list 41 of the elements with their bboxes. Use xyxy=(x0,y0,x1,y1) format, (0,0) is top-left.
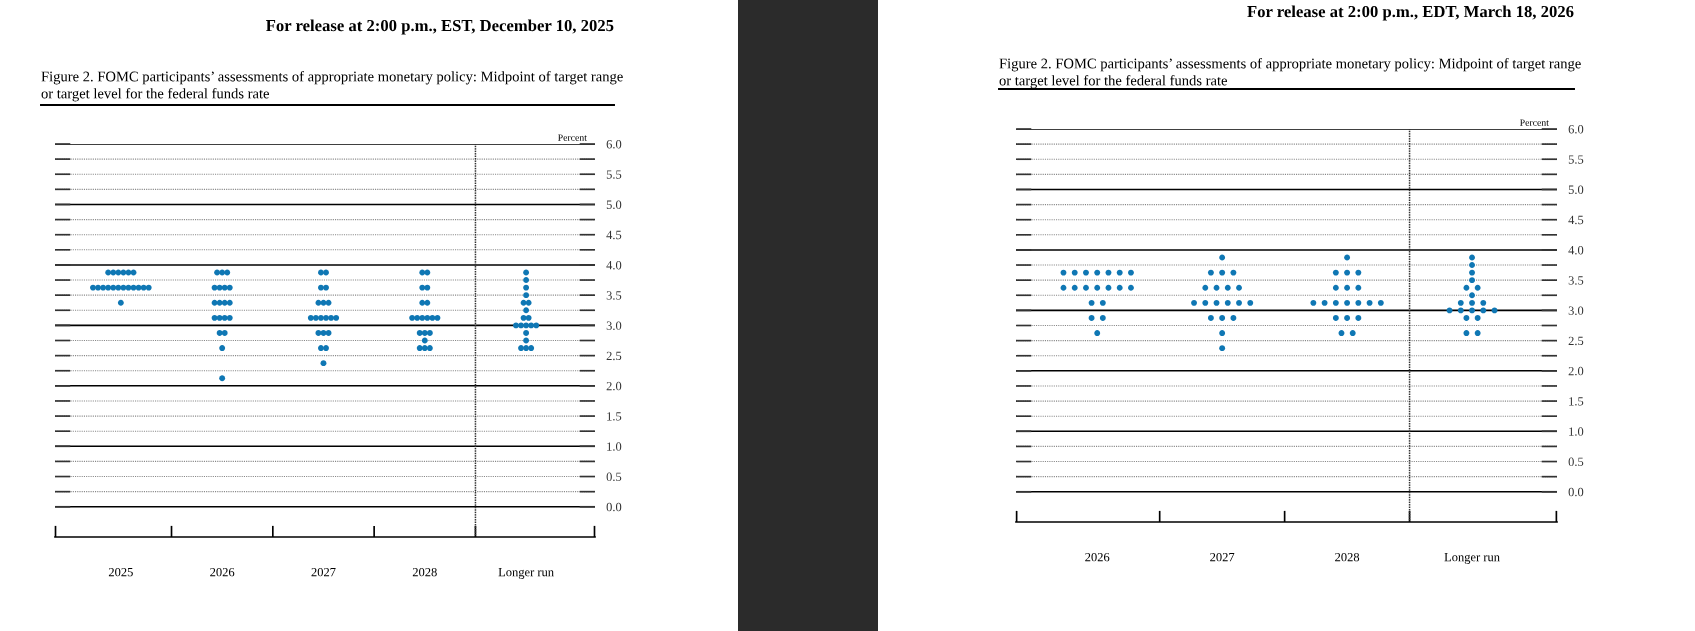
x-tick-label: 2028 xyxy=(412,567,437,577)
text: For release at 2:00 p.m., EDT, March 18, 2026 xyxy=(1247,5,1574,21)
y-tick-label: 4.0 xyxy=(606,260,622,270)
x-tick-label: 2025 xyxy=(108,567,133,577)
text: For release at 2:00 p.m., EST, December 10, 2025 xyxy=(266,19,614,35)
y-tick-label: 4.0 xyxy=(1568,245,1584,255)
chart-title: Figure 2. FOMC participants’ assessments of appropriate monetary policy: Midpoint of target range or target level for the federal funds rate xyxy=(41,71,623,102)
y-tick-label: 1.5 xyxy=(607,412,622,421)
x-tick-label: 2026 xyxy=(1085,552,1110,562)
y-tick-label: 6.0 xyxy=(1568,125,1584,134)
y-tick-label: 3.5 xyxy=(606,291,622,300)
y-tick-label: 3.5 xyxy=(1568,276,1584,285)
y-tick-label: 3.0 xyxy=(606,321,622,330)
y-tick-label: 1.5 xyxy=(1569,397,1584,406)
y-tick-label: 0.0 xyxy=(606,502,622,512)
y-tick-label: 0.5 xyxy=(1568,457,1584,467)
x-tick-label: 2027 xyxy=(311,567,336,577)
x-tick-label: Longer run xyxy=(498,568,554,579)
y-tick-label: 5.0 xyxy=(1568,185,1584,194)
y-tick-label: 1.0 xyxy=(1569,427,1584,436)
y-tick-label: 6.0 xyxy=(606,140,622,149)
x-tick-label: Longer run xyxy=(1444,553,1500,564)
y-tick-label: 0.0 xyxy=(1568,487,1584,497)
y-axis-title: Percent xyxy=(1520,119,1549,126)
y-tick-label: 2.5 xyxy=(1568,336,1584,346)
x-tick-label: 2027 xyxy=(1210,552,1235,562)
y-tick-label: 2.0 xyxy=(1568,366,1584,376)
chart-title: Figure 2. FOMC participants’ assessments of appropriate monetary policy: Midpoint of target range or target level for the federal funds rate xyxy=(999,58,1581,89)
y-tick-label: 5.5 xyxy=(606,170,622,179)
y-tick-label: 1.0 xyxy=(607,442,622,451)
y-tick-label: 5.5 xyxy=(1568,155,1584,164)
x-tick-label: 2026 xyxy=(210,567,235,577)
y-tick-label: 2.5 xyxy=(606,351,622,361)
y-tick-label: 0.5 xyxy=(606,472,622,482)
x-tick-label: 2028 xyxy=(1335,552,1360,562)
y-tick-label: 5.0 xyxy=(606,200,622,209)
y-tick-label: 4.5 xyxy=(1568,215,1584,225)
y-tick-label: 3.0 xyxy=(1568,306,1584,315)
y-axis-title: Percent xyxy=(558,134,587,141)
y-tick-label: 2.0 xyxy=(606,381,622,391)
y-tick-label: 4.5 xyxy=(606,230,622,240)
